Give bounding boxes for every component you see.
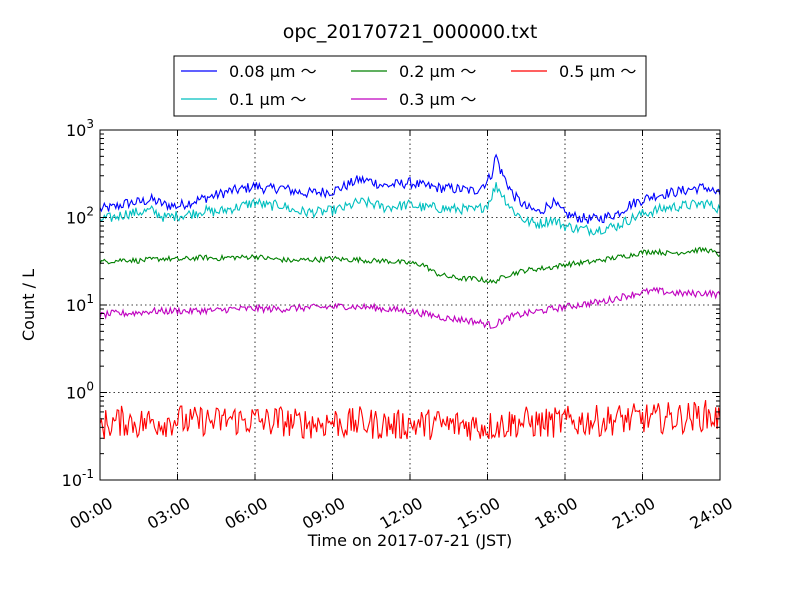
legend-label: 0.2 μm ～ bbox=[399, 62, 476, 81]
legend-label: 0.08 μm ～ bbox=[229, 62, 317, 81]
y-tick-label: 102 bbox=[66, 205, 94, 228]
x-tick-label: 03:00 bbox=[144, 493, 193, 533]
x-tick-label: 12:00 bbox=[377, 493, 426, 533]
y-tick-labels: 10-1 100 101 102 103 bbox=[62, 117, 94, 490]
x-tick-label: 21:00 bbox=[609, 493, 658, 533]
grid-layer bbox=[100, 130, 720, 480]
series-line-4 bbox=[99, 400, 721, 441]
series-line-1 bbox=[99, 182, 721, 237]
legend-label: 0.5 μm ～ bbox=[559, 62, 636, 81]
x-tick-label: 09:00 bbox=[299, 493, 348, 533]
series-layer bbox=[99, 153, 721, 441]
legend-label: 0.1 μm ～ bbox=[229, 90, 306, 109]
x-axis-label: Time on 2017-07-21 (JST) bbox=[307, 531, 512, 550]
legend: 0.08 μm ～ 0.1 μm ～ 0.2 μm ～ 0.3 μm ～ 0.5 μm … bbox=[173, 55, 647, 117]
series-line-0 bbox=[99, 153, 721, 224]
chart-title: opc_20170721_000000.txt bbox=[283, 21, 538, 43]
y-tick-label: 100 bbox=[66, 380, 94, 403]
series-line-2 bbox=[99, 246, 721, 284]
series-line-3 bbox=[99, 286, 721, 329]
y-tick-label: 103 bbox=[66, 117, 94, 140]
y-tick-label: 10-1 bbox=[62, 467, 94, 490]
x-tick-labels: 00:00 03:00 06:00 09:00 12:00 15:00 18:00 21:00… bbox=[67, 493, 736, 533]
y-axis-label: Count / L bbox=[19, 269, 38, 341]
tick-layer bbox=[99, 129, 721, 481]
legend-items: 0.08 μm ～ 0.1 μm ～ 0.2 μm ～ 0.3 μm ～ 0.5 μm … bbox=[181, 62, 636, 109]
x-tick-label: 18:00 bbox=[532, 493, 581, 533]
x-tick-label: 06:00 bbox=[222, 493, 271, 533]
x-tick-label: 24:00 bbox=[687, 493, 736, 533]
x-tick-label: 00:00 bbox=[67, 493, 116, 533]
legend-label: 0.3 μm ～ bbox=[399, 90, 476, 109]
y-tick-label: 101 bbox=[66, 292, 94, 315]
legend-box bbox=[173, 55, 647, 117]
x-tick-label: 15:00 bbox=[454, 493, 503, 533]
